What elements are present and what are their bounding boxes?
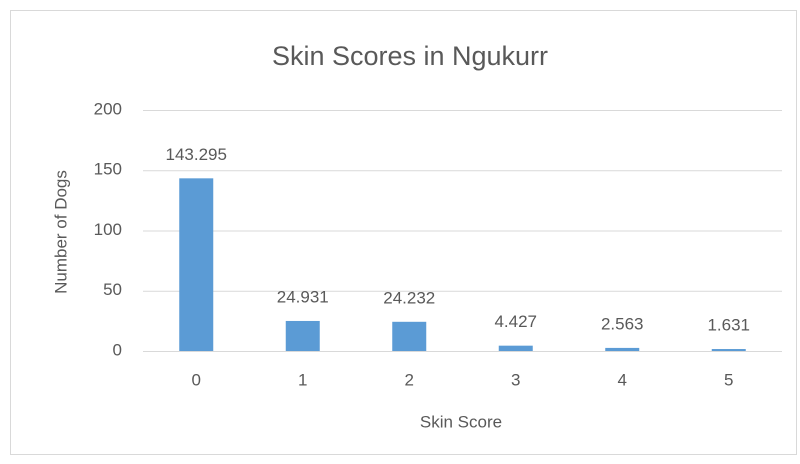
- y-axis-label: Number of Dogs: [51, 170, 70, 294]
- y-tick-label: 50: [103, 280, 122, 299]
- y-tick-label: 200: [94, 99, 122, 118]
- data-label: 4.427: [494, 312, 537, 331]
- bar: [498, 345, 533, 351]
- bar: [179, 178, 214, 351]
- data-label: 24.232: [383, 288, 435, 307]
- y-tick-label: 0: [113, 340, 122, 359]
- chart-title: Skin Scores in Ngukurr: [272, 41, 548, 71]
- data-label: 2.563: [601, 314, 644, 333]
- chart-border: [10, 10, 797, 455]
- x-tick-label: 0: [192, 370, 201, 389]
- x-tick-label: 3: [511, 370, 520, 389]
- data-label: 1.631: [707, 316, 750, 335]
- y-tick-label: 150: [94, 160, 122, 179]
- x-tick-label: 2: [405, 370, 414, 389]
- x-tick-label: 1: [298, 370, 307, 389]
- data-label: 24.931: [277, 287, 329, 306]
- x-tick-label: 4: [618, 370, 627, 389]
- x-tick-label: 5: [724, 370, 733, 389]
- bar: [711, 349, 746, 351]
- bar: [392, 321, 427, 351]
- data-label: 143.295: [166, 145, 227, 164]
- x-axis-label: Skin Score: [420, 412, 502, 431]
- bar: [285, 320, 320, 351]
- y-tick-label: 100: [94, 220, 122, 239]
- bar: [605, 347, 640, 351]
